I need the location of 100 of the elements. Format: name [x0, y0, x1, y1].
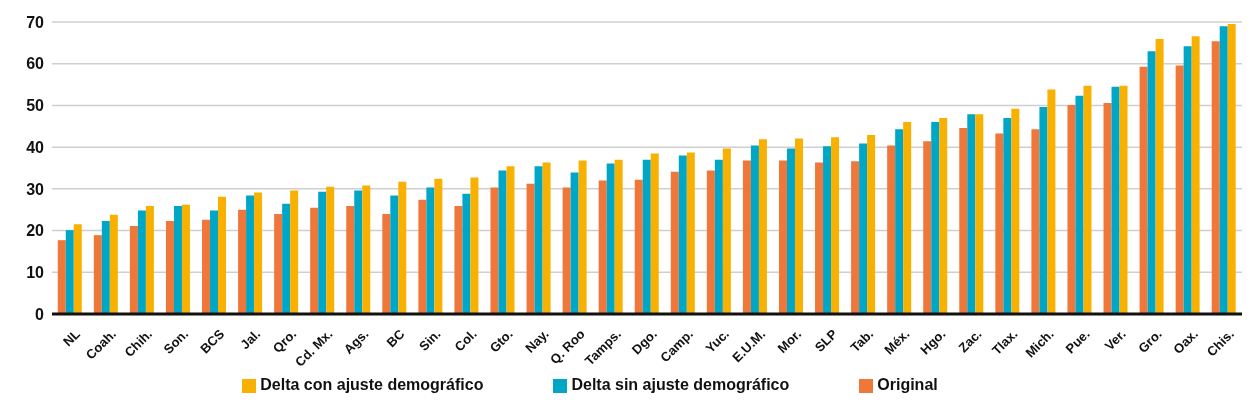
bar	[65, 230, 74, 314]
bar	[1111, 86, 1120, 314]
bar	[887, 145, 896, 314]
bar	[794, 138, 803, 314]
bar	[722, 148, 731, 314]
bar	[490, 187, 499, 314]
bar	[310, 207, 319, 314]
bar	[238, 209, 247, 314]
bar	[606, 163, 615, 314]
bar	[895, 129, 904, 314]
bar	[1227, 24, 1236, 314]
x-tick-label: Gto.	[486, 326, 516, 356]
x-tick-label: Jal.	[237, 326, 264, 353]
x-tick-label: Qro.	[269, 326, 300, 356]
y-tick-label: 50	[26, 97, 45, 115]
bar	[434, 178, 443, 314]
y-tick-label: 60	[26, 55, 45, 73]
bar	[742, 160, 751, 314]
bar	[426, 187, 435, 314]
bar	[498, 170, 507, 314]
bar	[1103, 102, 1112, 314]
bar	[354, 190, 363, 314]
bar	[129, 225, 138, 314]
bar	[101, 220, 110, 314]
bar	[995, 133, 1004, 314]
bar	[109, 214, 118, 314]
legend-label: Original	[877, 376, 938, 393]
bar	[778, 160, 787, 314]
x-tick-label: Tab.	[847, 326, 877, 356]
bar	[959, 127, 968, 314]
bar	[282, 203, 291, 314]
bar	[975, 114, 984, 314]
bar	[165, 220, 174, 314]
bar	[750, 145, 759, 314]
y-tick-label: 30	[26, 180, 45, 198]
bar	[931, 122, 940, 314]
x-tick-label: Zac.	[955, 326, 985, 356]
x-tick-label: BC	[383, 325, 408, 351]
x-tick-label: Ver.	[1101, 326, 1129, 354]
bar	[642, 159, 651, 314]
bar	[851, 161, 860, 314]
bar	[578, 160, 587, 314]
bar	[823, 146, 832, 314]
bar	[1039, 107, 1048, 314]
bar	[290, 190, 299, 314]
x-tick-label: Mor.	[774, 326, 805, 356]
bar	[714, 159, 723, 314]
bar	[274, 213, 283, 314]
bar	[1011, 108, 1020, 314]
bar	[1139, 66, 1148, 314]
bar	[1119, 85, 1128, 314]
bar	[326, 186, 335, 314]
bar	[73, 224, 82, 314]
bar	[1175, 65, 1184, 314]
x-tick-label: Hgo.	[917, 326, 949, 358]
bar	[470, 177, 479, 314]
bar	[967, 114, 976, 314]
bar	[462, 193, 471, 314]
bar	[526, 183, 535, 314]
bar	[678, 155, 687, 314]
bar	[346, 205, 355, 314]
bar	[670, 171, 679, 314]
bar	[202, 219, 211, 314]
bar	[562, 187, 571, 314]
bar	[418, 199, 427, 314]
bar	[923, 141, 932, 314]
x-tick-label: Pue.	[1062, 326, 1093, 357]
bar	[786, 148, 795, 314]
bar	[246, 195, 255, 314]
bar	[398, 181, 407, 314]
bar	[815, 162, 824, 314]
bar	[1047, 89, 1056, 314]
bar	[903, 122, 912, 314]
bar	[1031, 129, 1040, 314]
y-tick-label: 20	[26, 222, 45, 240]
y-tick-label: 10	[26, 263, 45, 281]
bar	[650, 153, 659, 314]
legend-label: Delta con ajuste demográfico	[260, 376, 484, 393]
bar	[706, 170, 715, 314]
bar	[218, 196, 227, 314]
x-tick-label: Sin.	[416, 326, 444, 354]
bar	[362, 185, 371, 314]
bar	[1083, 85, 1092, 314]
bar	[1003, 117, 1012, 314]
bar	[390, 195, 399, 314]
bar	[831, 137, 840, 314]
x-tick-label: Tlax.	[988, 326, 1021, 358]
x-tick-label: Gro.	[1135, 326, 1165, 356]
bar	[542, 162, 551, 314]
bar	[173, 205, 182, 314]
x-tick-label: Nay.	[522, 326, 552, 356]
x-tick-label: SLP	[811, 326, 841, 355]
y-tick-label: 0	[35, 305, 45, 323]
bar	[254, 192, 263, 314]
x-tick-label: Son.	[160, 326, 192, 357]
bar	[1067, 105, 1076, 314]
bar	[634, 179, 643, 314]
x-tick-label: Méx.	[881, 326, 913, 358]
bar	[686, 152, 695, 314]
bar	[859, 143, 868, 314]
